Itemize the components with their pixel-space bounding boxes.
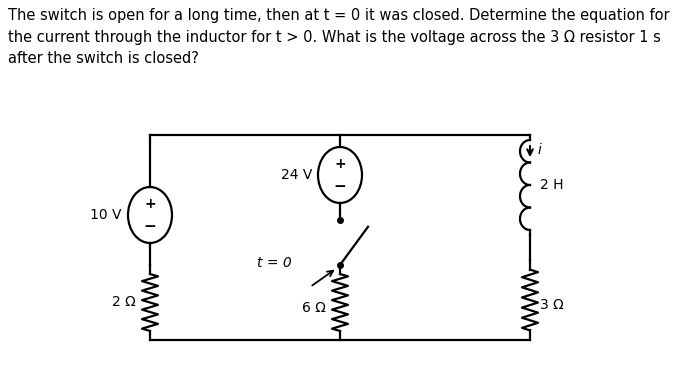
Text: The switch is open for a long time, then at t = 0 it was closed. Determine the e: The switch is open for a long time, then… [8,8,670,66]
Text: −: − [143,219,156,234]
Text: +: + [334,157,346,171]
Text: 3 Ω: 3 Ω [540,298,564,312]
Text: i: i [538,143,542,157]
Text: 10 V: 10 V [90,208,122,222]
Text: t = 0: t = 0 [257,256,292,270]
Text: +: + [144,197,156,211]
Text: 6 Ω: 6 Ω [302,301,326,315]
Text: 24 V: 24 V [280,168,312,182]
Text: 2 Ω: 2 Ω [112,295,136,309]
Text: −: − [333,179,347,194]
Text: 2 H: 2 H [540,178,564,192]
